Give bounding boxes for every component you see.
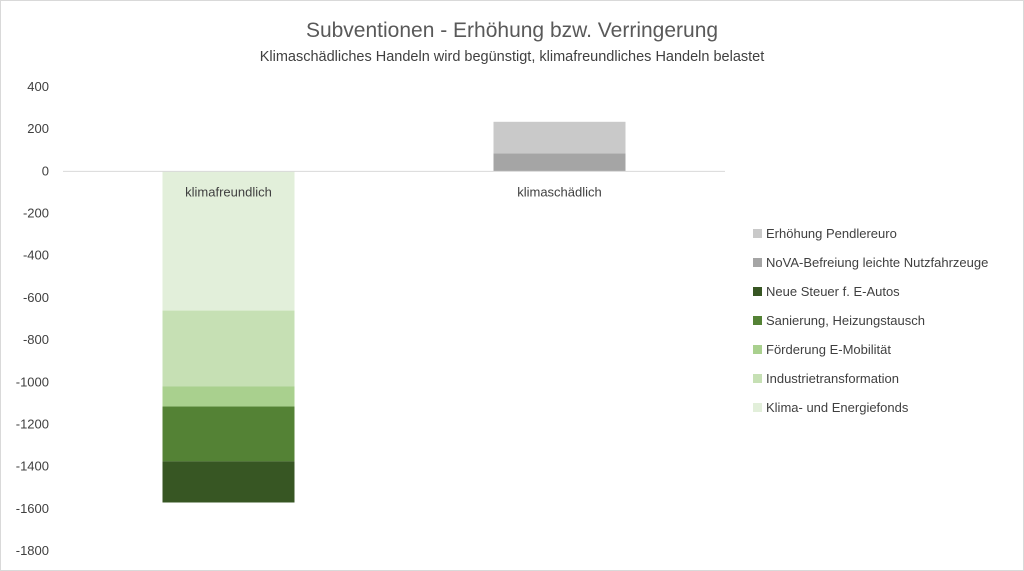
bar-segment xyxy=(162,461,295,503)
y-tick-label: -1800 xyxy=(16,543,49,558)
y-tick-label: -1200 xyxy=(16,416,49,431)
legend-swatch xyxy=(753,287,762,296)
legend-entry: Förderung E-Mobilität xyxy=(766,342,891,357)
legend: Erhöhung Pendlereuro NoVA-Befreiung leich… xyxy=(753,226,988,415)
y-tick-label: 200 xyxy=(27,121,49,136)
legend-entry: Klima- und Energiefonds xyxy=(766,400,909,415)
category-labels: klimafreundlich klimaschädlich xyxy=(185,184,602,199)
y-tick-label: -400 xyxy=(23,248,49,263)
y-axis: 400 200 0 -200 -400 -600 -800 -1000 -1200 -1400 -1… xyxy=(16,79,49,558)
bar-segment xyxy=(162,310,295,387)
y-tick-label: -1400 xyxy=(16,459,49,474)
y-tick-label: 0 xyxy=(42,163,49,178)
legend-swatch xyxy=(753,229,762,238)
y-tick-label: -1600 xyxy=(16,501,49,516)
category-label: klimaschädlich xyxy=(517,184,602,199)
bar-segment xyxy=(493,121,626,154)
legend-swatch xyxy=(753,374,762,383)
y-tick-label: 400 xyxy=(27,79,49,94)
legend-entry: Neue Steuer f. E-Autos xyxy=(766,284,900,299)
legend-entry: Sanierung, Heizungstausch xyxy=(766,313,925,328)
y-tick-label: -1000 xyxy=(16,374,49,389)
bars xyxy=(162,121,626,503)
category-label: klimafreundlich xyxy=(185,184,272,199)
y-tick-label: -600 xyxy=(23,290,49,305)
legend-entry: Industrietransformation xyxy=(766,371,899,386)
legend-swatch xyxy=(753,403,762,412)
bar-segment xyxy=(162,171,295,311)
legend-swatch xyxy=(753,258,762,267)
bar-segment xyxy=(162,386,295,407)
bar-segment xyxy=(493,153,626,172)
legend-swatch xyxy=(753,345,762,354)
legend-entry: Erhöhung Pendlereuro xyxy=(766,226,897,241)
chart-title: Subventionen - Erhöhung bzw. Verringerun… xyxy=(306,19,718,42)
y-tick-label: -200 xyxy=(23,206,49,221)
chart-subtitle: Klimaschädliches Handeln wird begünstigt… xyxy=(260,49,765,65)
y-tick-label: -800 xyxy=(23,332,49,347)
bar-segment xyxy=(162,406,295,462)
legend-entry: NoVA-Befreiung leichte Nutzfahrzeuge xyxy=(766,255,988,270)
legend-swatch xyxy=(753,316,762,325)
